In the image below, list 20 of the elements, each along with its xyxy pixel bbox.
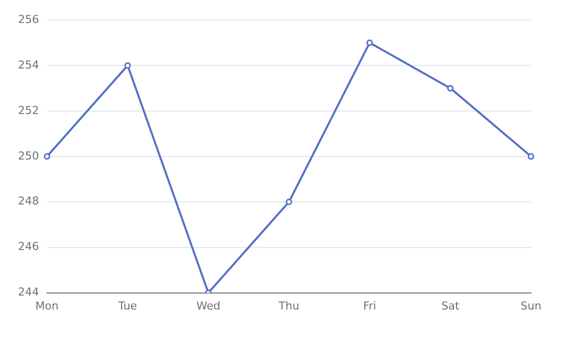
x-tick-label: Sun (520, 299, 542, 312)
point (286, 198, 292, 206)
x-tick-label: Tue (117, 299, 138, 312)
point (447, 84, 454, 92)
x-tick-label: Wed (196, 299, 220, 312)
y-tick-label: 248 (18, 194, 39, 208)
y-tick-label: 254 (18, 58, 39, 72)
x-tick-label: Thu (278, 299, 300, 312)
point (528, 153, 534, 160)
x-tick-label: Fri (363, 299, 376, 312)
point (124, 62, 131, 69)
y-tick-label: 250 (18, 149, 39, 162)
y-tick-label: 252 (18, 104, 39, 117)
y-tick-label: 246 (18, 240, 39, 254)
y-tick-label: 256 (18, 12, 39, 26)
x-tick-label: Mon (35, 299, 59, 312)
point (44, 153, 50, 160)
y-tick-label: 244 (18, 286, 39, 299)
x-tick-label: Sat (441, 299, 460, 312)
point (366, 39, 373, 46)
